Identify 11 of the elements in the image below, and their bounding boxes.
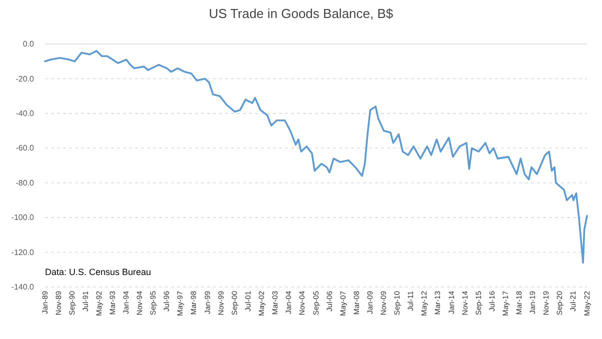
y-tick-label: 0.0 [22,40,35,49]
chart-title: US Trade in Goods Balance, B$ [208,6,394,21]
y-tick-label: -120.0 [11,248,35,257]
y-tick-label: -140.0 [11,282,35,292]
y-tick-label: -100.0 [11,213,35,222]
annotation: Data: U.S. Census Bureau [45,267,152,277]
y-tick-label: -20.0 [16,74,35,84]
y-tick-label: -80.0 [16,178,35,188]
y-tick-label: -40.0 [16,108,35,118]
y-tick-label: -60.0 [16,144,35,153]
line-series [44,50,588,264]
